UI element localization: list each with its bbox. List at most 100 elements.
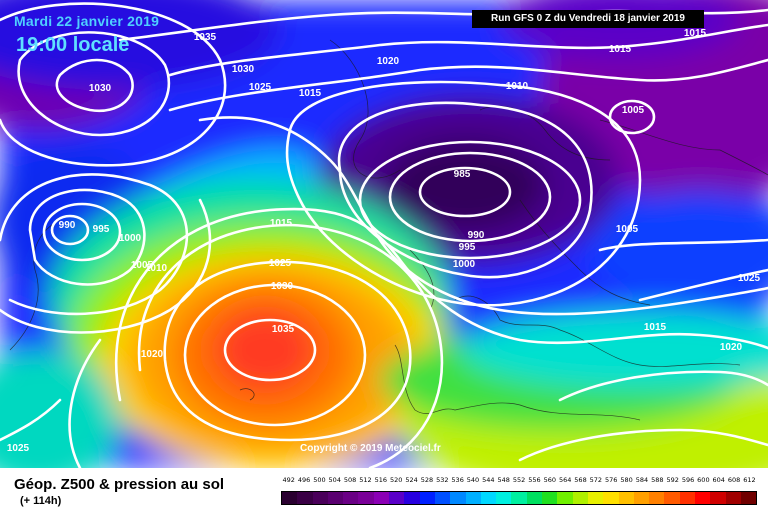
scale-tick-label: 612 <box>743 476 756 484</box>
isobar-label: 995 <box>93 224 110 235</box>
scale-swatch <box>373 492 390 504</box>
scale-tick-label: 576 <box>605 476 618 484</box>
scale-tick-label: 580 <box>620 476 633 484</box>
isobar-label: 1020 <box>377 56 400 67</box>
isobar-label: 1005 <box>616 224 639 235</box>
scale-tick-label: 532 <box>436 476 449 484</box>
isobar-label: 1000 <box>453 259 476 270</box>
scale-tick-label: 556 <box>528 476 541 484</box>
scale-swatch <box>618 492 634 504</box>
color-scale-bar <box>281 491 757 505</box>
isobar-label: 1015 <box>609 44 632 55</box>
map-title: Géop. Z500 & pression au sol <box>14 476 225 493</box>
scale-tick-label: 508 <box>343 476 357 484</box>
isobar-label: 1030 <box>89 83 112 94</box>
scale-tick-label: 588 <box>651 476 664 484</box>
weather-map: 1035 1030 1025 1015 1020 1010 1015 1015 1005 1030… <box>0 0 768 468</box>
isobar-label: 1035 <box>194 32 217 43</box>
scale-swatch <box>679 492 696 504</box>
isobar-label: 1010 <box>506 81 529 92</box>
isobar-label: 1025 <box>738 273 761 284</box>
scale-swatch <box>312 492 328 504</box>
scale-tick-label: 568 <box>574 476 587 484</box>
isobar-label: 985 <box>454 169 471 180</box>
scale-swatch <box>557 492 573 504</box>
isobar-label: 1025 <box>249 82 272 93</box>
scale-swatch <box>343 492 359 504</box>
isobar-label: 990 <box>468 230 485 241</box>
scale-tick-label: 520 <box>389 476 403 484</box>
scale-tick-label: 608 <box>727 476 741 484</box>
scale-swatch <box>450 492 466 504</box>
isobar-label: 1030 <box>232 64 255 75</box>
scale-tick-label: 496 <box>297 476 311 484</box>
scale-swatch <box>710 492 726 504</box>
scale-swatch <box>434 492 451 504</box>
scale-swatch <box>480 492 497 504</box>
forecast-time: 19:00 locale <box>16 34 130 56</box>
isobar-label: 1025 <box>269 258 292 269</box>
scale-tick-label: 544 <box>482 476 495 484</box>
color-scale-labels: 492 496 500 504 508 512 516 520 524 528 532 536 540 5… <box>281 476 757 484</box>
geopotential-field <box>0 0 768 468</box>
isobar-label: 1025 <box>7 443 30 454</box>
scale-tick-label: 516 <box>374 476 388 484</box>
isobar-label: 1015 <box>299 88 322 99</box>
isobar-label: 1030 <box>271 281 294 292</box>
scale-swatch <box>603 492 619 504</box>
forecast-offset: (+ 114h) <box>20 495 62 507</box>
scale-swatch <box>297 492 313 504</box>
scale-swatch <box>740 492 757 504</box>
scale-tick-label: 584 <box>635 476 649 484</box>
scale-tick-label: 524 <box>405 476 418 484</box>
scale-swatch <box>419 492 435 504</box>
scale-tick-label: 572 <box>589 476 603 484</box>
isobar-label: 1015 <box>270 218 293 229</box>
isobar-label: 1010 <box>145 263 168 274</box>
scale-swatch <box>404 492 420 504</box>
scale-swatch <box>496 492 512 504</box>
isobar-label: 1035 <box>272 324 295 335</box>
isobar-label: 1000 <box>119 233 142 244</box>
scale-tick-label: 564 <box>558 476 572 484</box>
scale-swatch <box>587 492 604 504</box>
scale-swatch <box>327 492 344 504</box>
scale-tick-label: 528 <box>420 476 434 484</box>
scale-swatch <box>695 492 711 504</box>
scale-tick-label: 536 <box>451 476 464 484</box>
isobar-label: 1015 <box>644 322 667 333</box>
scale-tick-label: 592 <box>666 476 679 484</box>
scale-swatch <box>649 492 665 504</box>
isobar-label: 1020 <box>720 342 743 353</box>
isobar-label: 1020 <box>141 349 164 360</box>
scale-tick-label: 492 <box>282 476 295 484</box>
scale-tick-label: 540 <box>466 476 480 484</box>
isobar-label: 990 <box>59 220 76 231</box>
scale-swatch <box>465 492 481 504</box>
isobar-labels: 1035 1030 1025 1015 1020 1010 1015 1015 1005 1030… <box>7 28 761 454</box>
scale-swatch <box>526 492 543 504</box>
isobar-label: 1005 <box>622 105 645 116</box>
copyright: Copyright © 2019 Meteociel.fr <box>300 443 441 454</box>
scale-swatch <box>542 492 558 504</box>
scale-swatch <box>389 492 405 504</box>
scale-tick-label: 560 <box>543 476 556 484</box>
scale-tick-label: 596 <box>681 476 695 484</box>
scale-swatch <box>633 492 650 504</box>
scale-swatch <box>358 492 374 504</box>
isobar-label: 995 <box>459 242 476 253</box>
scale-tick-label: 600 <box>697 476 710 484</box>
isobar-label: 1015 <box>684 28 707 39</box>
scale-tick-label: 512 <box>359 476 372 484</box>
forecast-date: Mardi 22 janvier 2019 <box>14 13 160 29</box>
scale-tick-label: 500 <box>313 476 326 484</box>
scale-tick-label: 604 <box>712 476 725 484</box>
scale-swatch <box>511 492 527 504</box>
scale-swatch <box>725 492 741 504</box>
scale-tick-label: 552 <box>512 476 526 484</box>
isobar-label: 1005 <box>131 260 154 271</box>
run-info: Run GFS 0 Z du Vendredi 18 janvier 2019 <box>472 10 704 28</box>
scale-tick-label: 504 <box>328 476 341 484</box>
scale-swatch <box>282 492 298 504</box>
scale-tick-label: 548 <box>497 476 510 484</box>
